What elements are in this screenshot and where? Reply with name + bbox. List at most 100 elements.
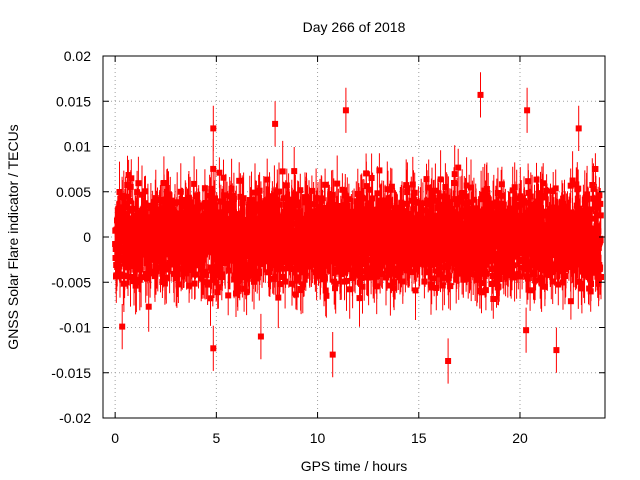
data-point — [213, 245, 220, 252]
data-point — [141, 200, 148, 207]
y-tick-label: 0 — [83, 229, 91, 245]
data-point — [150, 211, 157, 218]
data-point — [302, 272, 309, 279]
data-point — [166, 259, 173, 266]
data-point — [131, 243, 138, 250]
data-point — [470, 212, 477, 219]
data-point — [250, 253, 257, 260]
data-point — [437, 271, 444, 278]
data-point — [509, 254, 516, 261]
data-point — [432, 187, 439, 194]
data-point — [541, 283, 548, 290]
data-point — [296, 221, 303, 228]
data-point — [116, 243, 123, 250]
data-point — [561, 254, 567, 261]
y-tick-label: -0.015 — [51, 365, 91, 381]
data-point — [313, 215, 320, 222]
data-point — [119, 217, 126, 224]
data-point — [137, 228, 144, 235]
data-point — [336, 239, 343, 246]
data-point — [125, 254, 132, 261]
data-point — [418, 204, 425, 211]
data-point — [225, 267, 232, 274]
data-point — [136, 242, 143, 249]
data-point — [165, 194, 172, 201]
data-point — [446, 272, 453, 279]
x-tick-label: 10 — [310, 430, 326, 446]
data-point — [236, 236, 243, 243]
data-point — [497, 220, 504, 227]
data-point — [553, 221, 560, 227]
data-point — [289, 266, 296, 272]
data-point — [410, 205, 417, 212]
data-point — [292, 291, 299, 298]
data-point — [133, 279, 140, 286]
data-point — [523, 254, 530, 261]
data-point — [397, 269, 404, 276]
data-point — [403, 182, 410, 189]
data-point — [482, 287, 489, 294]
data-point — [219, 238, 225, 244]
data-point — [500, 201, 507, 208]
data-point — [580, 210, 587, 217]
data-point — [136, 262, 143, 269]
data-point — [220, 174, 227, 181]
data-point — [560, 279, 566, 286]
data-point — [200, 248, 207, 255]
data-point — [318, 212, 324, 219]
data-point — [291, 168, 298, 175]
data-point — [304, 257, 311, 263]
data-point — [548, 248, 554, 255]
data-point — [216, 256, 223, 263]
data-point — [260, 232, 267, 239]
data-point — [275, 237, 282, 244]
data-point — [341, 269, 348, 276]
data-point — [118, 257, 125, 264]
data-point — [499, 207, 506, 214]
data-point — [291, 269, 298, 276]
data-point — [451, 171, 458, 178]
data-point — [469, 243, 475, 250]
data-point — [177, 188, 184, 195]
data-point — [240, 222, 247, 229]
data-point — [363, 237, 370, 244]
data-point — [520, 236, 527, 243]
data-point — [272, 256, 279, 263]
data-point — [513, 195, 520, 202]
data-point — [563, 209, 570, 216]
data-point — [579, 231, 586, 238]
data-point — [354, 243, 360, 250]
data-point — [555, 217, 562, 224]
data-point — [556, 259, 563, 266]
data-point — [359, 283, 366, 290]
data-point — [527, 287, 534, 294]
data-point — [303, 247, 309, 254]
data-point — [590, 195, 597, 202]
data-point — [301, 231, 308, 238]
x-axis-label: GPS time / hours — [301, 458, 408, 474]
data-point — [416, 253, 423, 260]
data-point — [288, 221, 294, 228]
data-point — [483, 192, 490, 199]
data-point — [257, 249, 264, 256]
data-point — [210, 345, 217, 352]
data-point — [339, 186, 346, 193]
data-point — [202, 268, 209, 275]
data-point — [310, 201, 317, 208]
data-point — [201, 185, 208, 192]
data-point — [399, 202, 405, 209]
data-point — [455, 270, 462, 277]
data-point — [524, 107, 531, 114]
data-point — [114, 222, 121, 229]
data-point — [116, 189, 123, 195]
data-point — [433, 241, 440, 248]
data-point — [496, 258, 502, 265]
data-point — [560, 244, 567, 251]
data-point — [420, 221, 427, 228]
data-point — [523, 245, 530, 252]
data-point — [291, 259, 297, 266]
data-point — [365, 217, 372, 224]
data-point — [437, 253, 444, 260]
data-point — [297, 187, 304, 194]
data-point — [141, 245, 147, 252]
